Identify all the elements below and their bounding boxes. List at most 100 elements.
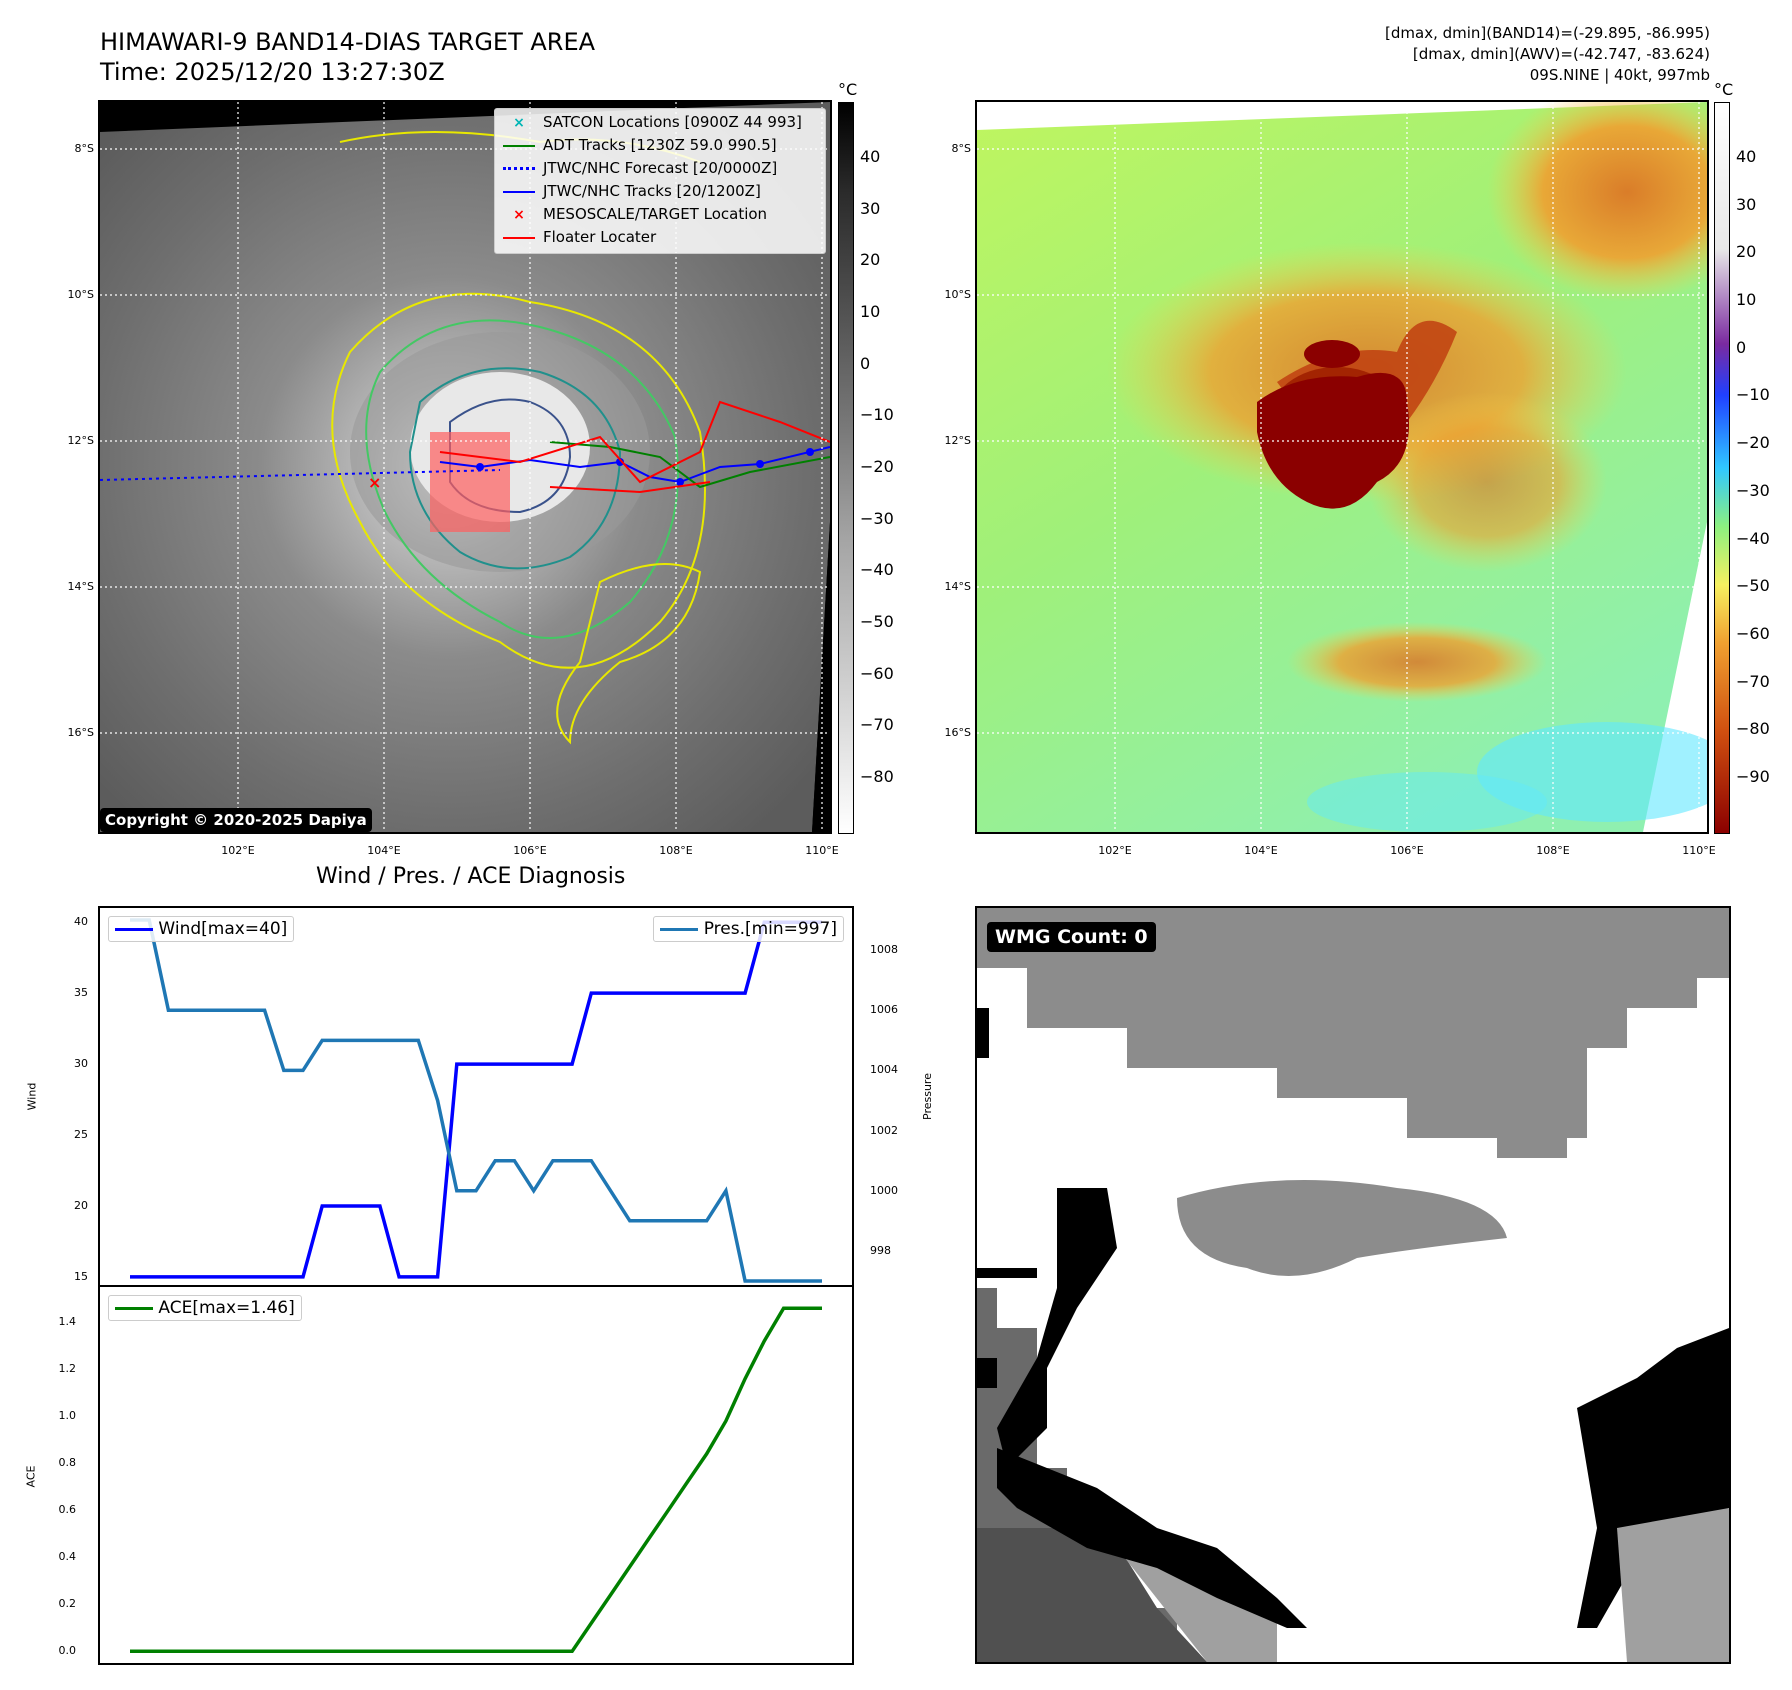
ir-map-panel: × Copyright © 2020-2025 Dapiya × SATCON L… — [98, 100, 832, 834]
wind-legend-label: Wind[max=40] — [158, 919, 288, 939]
ir-map-image: × — [100, 102, 830, 832]
y-tick: 1.0 — [58, 1409, 77, 1423]
wind-pres-chart: Wind[max=40] Pres.[min=997] — [98, 906, 854, 1286]
copyright-badge: Copyright © 2020-2025 Dapiya — [100, 808, 372, 832]
wind-legend: Wind[max=40] — [108, 916, 295, 942]
ir-legend-marker: × — [513, 207, 525, 223]
ir-legend-item: ADT Tracks [1230Z 59.0 990.5] — [501, 136, 777, 154]
y-tick: 0.0 — [58, 1644, 77, 1658]
colorbar-tick: −40 — [860, 560, 894, 580]
colorbar-tick: −70 — [860, 715, 894, 735]
colorbar-tick: −20 — [1736, 433, 1770, 453]
lon-label: 104°E — [1244, 844, 1278, 857]
ir-legend-item: × SATCON Locations [0900Z 44 993] — [501, 113, 802, 131]
ir-legend-marker — [503, 190, 535, 193]
colorbar-tick: 30 — [1736, 194, 1757, 214]
lat-label: 14°S — [944, 580, 971, 593]
lat-label: 8°S — [951, 142, 971, 155]
ir-legend-label: SATCON Locations [0900Z 44 993] — [543, 113, 802, 131]
wmg-image — [977, 908, 1729, 1662]
lat-label: 10°S — [67, 288, 94, 301]
storm-summary: 09S.NINE | 40kt, 997mb — [1529, 66, 1710, 84]
lat-label: 12°S — [944, 434, 971, 447]
y-tick: 30 — [74, 1057, 88, 1071]
ir-legend-label: MESOSCALE/TARGET Location — [543, 205, 768, 223]
awv-colorbar-unit: °C — [1714, 80, 1734, 99]
pres-legend: Pres.[min=997] — [653, 916, 844, 942]
lat-label: 8°S — [74, 142, 94, 155]
ir-legend-label: JTWC/NHC Forecast [20/0000Z] — [543, 159, 778, 177]
ir-legend-label: Floater Locater — [543, 228, 657, 246]
ir-legend-marker: × — [513, 115, 525, 131]
y-tick: 20 — [74, 1198, 88, 1212]
y-tick: 1.2 — [58, 1362, 77, 1376]
lat-label: 14°S — [67, 580, 94, 593]
colorbar-tick: 0 — [860, 353, 871, 373]
lat-label: 12°S — [67, 434, 94, 447]
pres-legend-label: Pres.[min=997] — [703, 919, 837, 939]
pressure-axis-label: Pressure — [920, 1073, 934, 1120]
ir-legend-item: JTWC/NHC Tracks [20/1200Z] — [501, 182, 761, 200]
colorbar-tick: −90 — [1736, 767, 1770, 786]
ir-colorbar-unit: °C — [838, 80, 858, 99]
colorbar-tick: −10 — [1736, 385, 1770, 405]
diagnosis-title: Wind / Pres. / ACE Diagnosis — [316, 864, 626, 889]
colorbar-tick: 0 — [1736, 337, 1747, 357]
y-tick: 0.4 — [58, 1550, 77, 1564]
pressure-line — [130, 918, 822, 1283]
y-tick: 1004 — [870, 1063, 898, 1077]
awv-stat-band14: [dmax, dmin](BAND14)=(-29.895, -86.995) — [1385, 24, 1710, 42]
lon-label: 108°E — [659, 844, 693, 857]
awv-map-panel — [975, 100, 1709, 834]
wind-pres-svg — [130, 918, 822, 1283]
colorbar-tick: 30 — [860, 198, 881, 218]
wmg-count-badge: WMG Count: 0 — [987, 922, 1156, 952]
lon-label: 108°E — [1536, 844, 1570, 857]
y-tick: 1008 — [870, 943, 898, 957]
colorbar-tick: −40 — [1736, 528, 1770, 548]
ir-legend-label: ADT Tracks [1230Z 59.0 990.5] — [543, 136, 777, 154]
y-tick: 1006 — [870, 1003, 898, 1017]
lon-label: 102°E — [1098, 844, 1132, 857]
y-tick: 0.2 — [58, 1597, 77, 1611]
y-tick: 0.6 — [58, 1503, 77, 1517]
colorbar-tick: −20 — [860, 457, 894, 476]
ace-chart: ACE[max=1.46] — [98, 1285, 854, 1665]
colorbar-tick: 10 — [860, 302, 881, 321]
ir-legend-item: JTWC/NHC Forecast [20/0000Z] — [501, 159, 777, 177]
lon-label: 106°E — [513, 844, 547, 857]
wind-legend-swatch — [115, 927, 153, 931]
y-tick: 998 — [870, 1243, 891, 1257]
y-tick: 1000 — [870, 1183, 898, 1197]
ir-legend-item: × MESOSCALE/TARGET Location — [501, 205, 767, 223]
lat-label: 10°S — [944, 288, 971, 301]
ace-legend-label: ACE[max=1.46] — [158, 1298, 295, 1318]
ir-title-line1: HIMAWARI-9 BAND14-DIAS TARGET AREA — [100, 28, 596, 56]
y-tick: 35 — [74, 986, 88, 1000]
ir-legend-marker — [503, 167, 535, 170]
colorbar-tick: −30 — [1736, 480, 1770, 500]
awv-stat-awv: [dmax, dmin](AWV)=(-42.747, -83.624) — [1412, 45, 1710, 63]
lon-label: 106°E — [1390, 844, 1424, 857]
colorbar-tick: 40 — [860, 147, 881, 166]
ace-legend: ACE[max=1.46] — [108, 1295, 302, 1321]
ace-legend-swatch — [115, 1306, 153, 1310]
lat-label: 16°S — [944, 726, 971, 739]
wind-axis-label: Wind — [25, 1082, 39, 1111]
ir-legend-label: JTWC/NHC Tracks [20/1200Z] — [543, 182, 761, 200]
awv-colorbar — [1714, 102, 1730, 834]
colorbar-tick: −80 — [1736, 719, 1770, 739]
colorbar-tick: −80 — [860, 767, 894, 786]
wind-line — [130, 920, 822, 1279]
ir-title-line2: Time: 2025/12/20 13:27:30Z — [100, 58, 445, 86]
awv-map-image — [977, 102, 1707, 832]
colorbar-tick: −50 — [860, 612, 894, 631]
ir-legend-marker — [503, 236, 535, 239]
ir-legend: × SATCON Locations [0900Z 44 993] ADT Trac… — [494, 108, 826, 254]
ir-colorbar — [838, 102, 854, 834]
ace-line — [130, 1306, 822, 1654]
y-tick: 1002 — [870, 1123, 898, 1137]
ace-svg — [130, 1306, 822, 1654]
svg-text:×: × — [368, 473, 381, 492]
y-tick: 15 — [74, 1269, 88, 1283]
